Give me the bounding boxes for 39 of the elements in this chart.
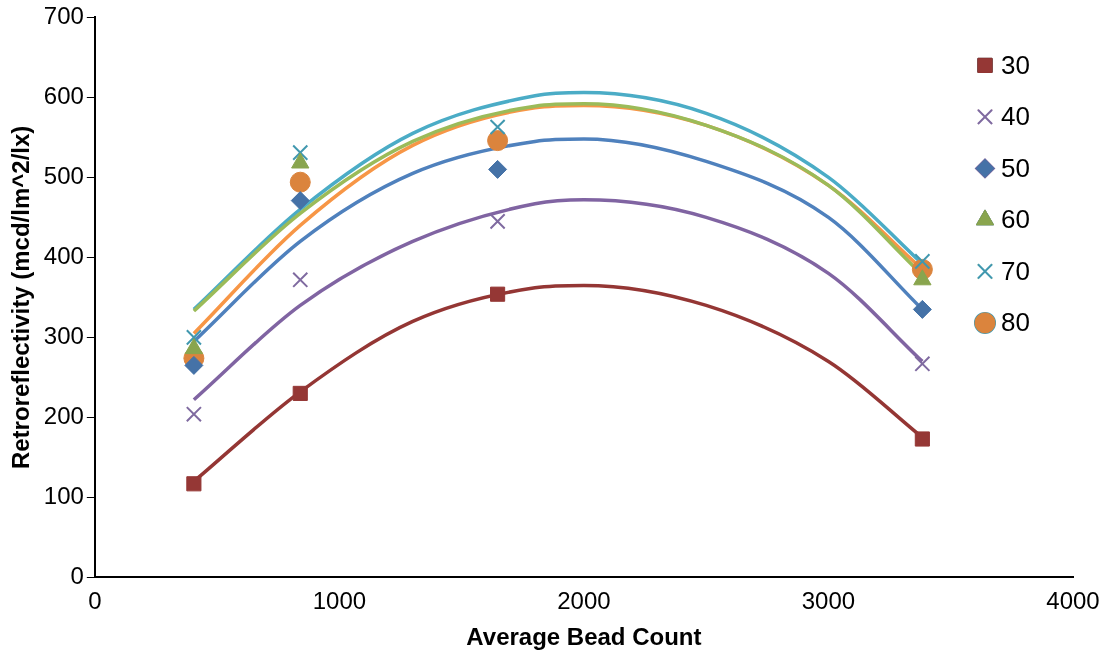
y-tick-label: 200 xyxy=(43,402,84,430)
point xyxy=(186,476,202,492)
point xyxy=(292,271,309,288)
point xyxy=(185,406,202,423)
legend-label: 70 xyxy=(1001,255,1030,286)
legend-label: 30 xyxy=(1001,49,1030,80)
x-tick-label: 0 xyxy=(88,587,102,615)
point xyxy=(289,171,311,193)
point xyxy=(185,329,202,346)
x-axis-title: Average Bead Count xyxy=(466,623,702,651)
point xyxy=(912,299,932,319)
point xyxy=(914,355,931,372)
y-tick-label: 600 xyxy=(43,82,84,110)
point xyxy=(488,159,508,179)
y-tick-label: 700 xyxy=(43,2,84,30)
point xyxy=(489,213,506,230)
x-tick-label: 3000 xyxy=(801,587,856,615)
y-tick-label: 100 xyxy=(43,482,84,510)
point xyxy=(292,385,308,401)
point xyxy=(914,431,930,447)
legend-label: 50 xyxy=(1001,152,1030,183)
legend-label: 60 xyxy=(1001,204,1030,235)
legend-label: 40 xyxy=(1001,101,1030,132)
point xyxy=(184,355,204,375)
point xyxy=(290,191,310,211)
point xyxy=(487,130,509,152)
x-tick-label: 1000 xyxy=(312,587,367,615)
point xyxy=(489,118,506,136)
y-tick-label: 0 xyxy=(70,562,84,590)
x-tick-label: 4000 xyxy=(1046,587,1100,615)
x-tick-label: 2000 xyxy=(557,587,611,615)
legend-label: 80 xyxy=(1001,307,1030,338)
point xyxy=(184,338,204,355)
y-axis-title: Retroreflectivity (mcd/lm^2/lx) xyxy=(7,125,35,470)
point xyxy=(490,286,506,302)
y-tick-label: 500 xyxy=(43,162,84,190)
y-tick-label: 300 xyxy=(43,322,84,350)
point xyxy=(292,144,309,161)
y-tick-label: 400 xyxy=(43,242,84,270)
